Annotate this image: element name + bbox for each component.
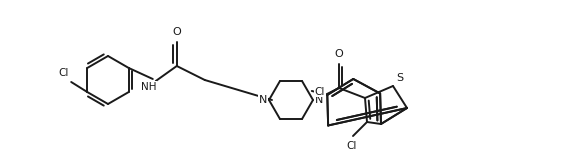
Text: O: O [173,27,181,37]
Text: Cl: Cl [315,87,325,97]
Text: S: S [396,73,403,83]
Text: N: N [315,95,323,105]
Text: N: N [258,95,267,105]
Text: Cl: Cl [59,68,69,78]
Text: O: O [335,49,344,59]
Text: Cl: Cl [347,141,357,151]
Text: NH: NH [141,82,157,92]
